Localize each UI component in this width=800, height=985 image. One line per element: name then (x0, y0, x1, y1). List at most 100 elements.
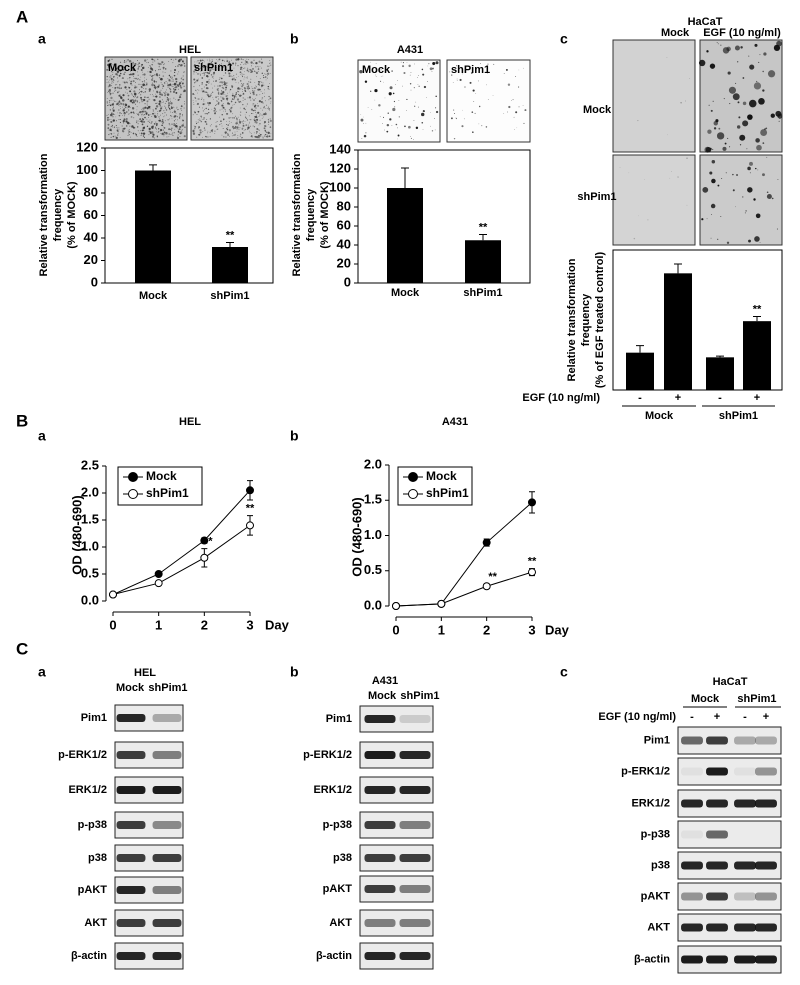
colony (242, 73, 244, 75)
colony (241, 94, 242, 96)
treatment-sign: + (714, 711, 720, 723)
colony (194, 68, 197, 71)
colony (115, 84, 117, 86)
band (152, 751, 182, 759)
colony (240, 64, 242, 66)
y-label: frequency (52, 188, 64, 241)
colony (710, 109, 713, 112)
colony (241, 73, 243, 75)
colony (397, 134, 400, 137)
colony (220, 123, 222, 125)
band (152, 952, 182, 960)
colony (194, 111, 197, 114)
colony (263, 113, 266, 116)
colony (246, 82, 249, 86)
row-label: p38 (88, 852, 107, 864)
colony (209, 65, 211, 66)
colony (266, 72, 270, 75)
colony (127, 129, 129, 131)
colony (267, 106, 270, 108)
colony (257, 70, 259, 72)
colony (456, 65, 458, 67)
colony (149, 108, 151, 110)
colony (232, 113, 234, 115)
colony (121, 115, 123, 116)
band (706, 830, 728, 839)
colony (196, 66, 198, 68)
colony (242, 104, 244, 106)
colony (148, 134, 150, 136)
colony (152, 109, 154, 111)
colony (212, 76, 214, 78)
band (706, 955, 728, 964)
colony (159, 105, 161, 107)
significance: ** (479, 221, 488, 233)
band (706, 861, 728, 870)
colony (209, 95, 211, 98)
colony (218, 84, 222, 87)
colony (181, 77, 183, 78)
colony (145, 82, 147, 84)
colony (218, 98, 220, 100)
colony (204, 108, 205, 110)
colony (251, 87, 253, 89)
colony (132, 80, 135, 83)
colony (123, 59, 126, 62)
colony (243, 68, 244, 70)
colony (152, 112, 154, 115)
colony (431, 130, 434, 132)
colony (259, 65, 261, 67)
colony (507, 111, 508, 113)
colony (241, 132, 244, 134)
colony (179, 61, 181, 63)
colony (127, 78, 129, 80)
colony (240, 114, 242, 116)
colony (201, 82, 203, 84)
colony (487, 99, 489, 100)
colony (222, 83, 224, 85)
colony (113, 68, 115, 70)
colony (269, 103, 271, 104)
colony (265, 135, 267, 137)
colony (170, 58, 172, 61)
colony (172, 132, 174, 134)
colony (207, 76, 209, 78)
colony (757, 169, 759, 171)
colony (263, 105, 265, 107)
legend-label: shPim1 (146, 486, 189, 500)
colony (388, 92, 392, 96)
colony (107, 116, 109, 119)
colony (139, 121, 141, 122)
row-label: p-ERK1/2 (621, 765, 670, 777)
band (755, 892, 777, 901)
colony (225, 89, 227, 91)
colony (109, 133, 111, 135)
band (681, 955, 703, 964)
colony (711, 178, 716, 184)
colony (257, 105, 259, 107)
x-tick-label: Mock (139, 290, 168, 302)
colony (138, 65, 140, 67)
colony (475, 93, 477, 94)
x-tick-label: 0 (109, 617, 116, 632)
band (706, 923, 728, 932)
colony (153, 90, 154, 92)
colony (221, 104, 224, 107)
colony (130, 106, 131, 108)
colony (155, 86, 157, 88)
colony (155, 74, 157, 76)
colony (228, 117, 230, 119)
colony (142, 98, 146, 102)
colony (218, 58, 220, 61)
colony (207, 132, 208, 134)
colony (666, 57, 668, 58)
colony (130, 82, 132, 85)
colony (253, 119, 256, 122)
colony (148, 105, 151, 109)
colony (669, 177, 671, 179)
colony (254, 136, 256, 138)
colony (181, 129, 182, 131)
colony (260, 67, 262, 69)
colony (227, 92, 228, 94)
colony (154, 60, 156, 62)
